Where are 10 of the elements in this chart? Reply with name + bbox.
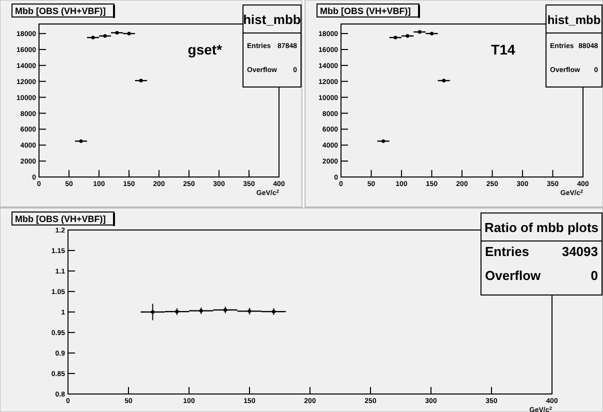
annotation: gset*	[188, 42, 223, 58]
annotation: hist_mbb	[547, 13, 601, 27]
chart-title: Mbb [OBS (VH+VBF)]	[320, 6, 411, 16]
annotation: Ratio of mbb plots	[484, 220, 599, 235]
text: Entries 34093	[485, 244, 598, 259]
text: Overflow 0	[485, 268, 598, 283]
chart-title: Mbb [OBS (VH+VBF)]	[15, 6, 106, 16]
annotation: hist_mbb	[243, 12, 301, 27]
chart-title: Mbb [OBS (VH+VBF)]	[15, 214, 106, 224]
annotation: T14	[491, 42, 516, 58]
